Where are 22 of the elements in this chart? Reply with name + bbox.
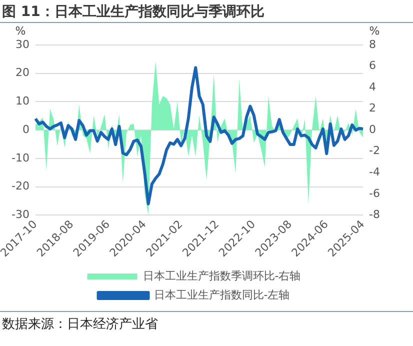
y2-tick-label: 0 xyxy=(369,122,376,136)
y2-tick-label: 2 xyxy=(369,102,376,115)
y-tick-label: 20 xyxy=(16,66,30,80)
y2-tick-label: -2 xyxy=(369,144,380,158)
y2-tick-label: 6 xyxy=(369,59,376,72)
y2-tick-label: 4 xyxy=(369,80,376,94)
y2-tick-label: -6 xyxy=(369,186,380,200)
y2-tick-label: -8 xyxy=(369,208,380,222)
y-tick-label: 10 xyxy=(16,94,30,108)
y-tick-label: -20 xyxy=(12,180,30,193)
source-note: 数据来源：日本经济产业省 xyxy=(0,311,413,336)
y-tick-label: -30 xyxy=(12,208,30,222)
legend-label: 日本工业生产指数季调环比-右轴 xyxy=(142,269,301,282)
y-tick-label: -10 xyxy=(12,151,30,164)
chart-title: 图 11：日本工业生产指数同比与季调环比 xyxy=(0,0,413,23)
y-tick-label: 0 xyxy=(22,122,30,136)
y-axis-title: % xyxy=(15,24,26,38)
legend-label: 日本工业生产指数同比-左轴 xyxy=(154,288,290,302)
y-tick-label: 30 xyxy=(16,38,30,51)
y2-axis-title: % xyxy=(369,24,380,38)
y2-tick-label: 8 xyxy=(369,38,376,51)
y2-tick-label: -4 xyxy=(369,165,380,178)
